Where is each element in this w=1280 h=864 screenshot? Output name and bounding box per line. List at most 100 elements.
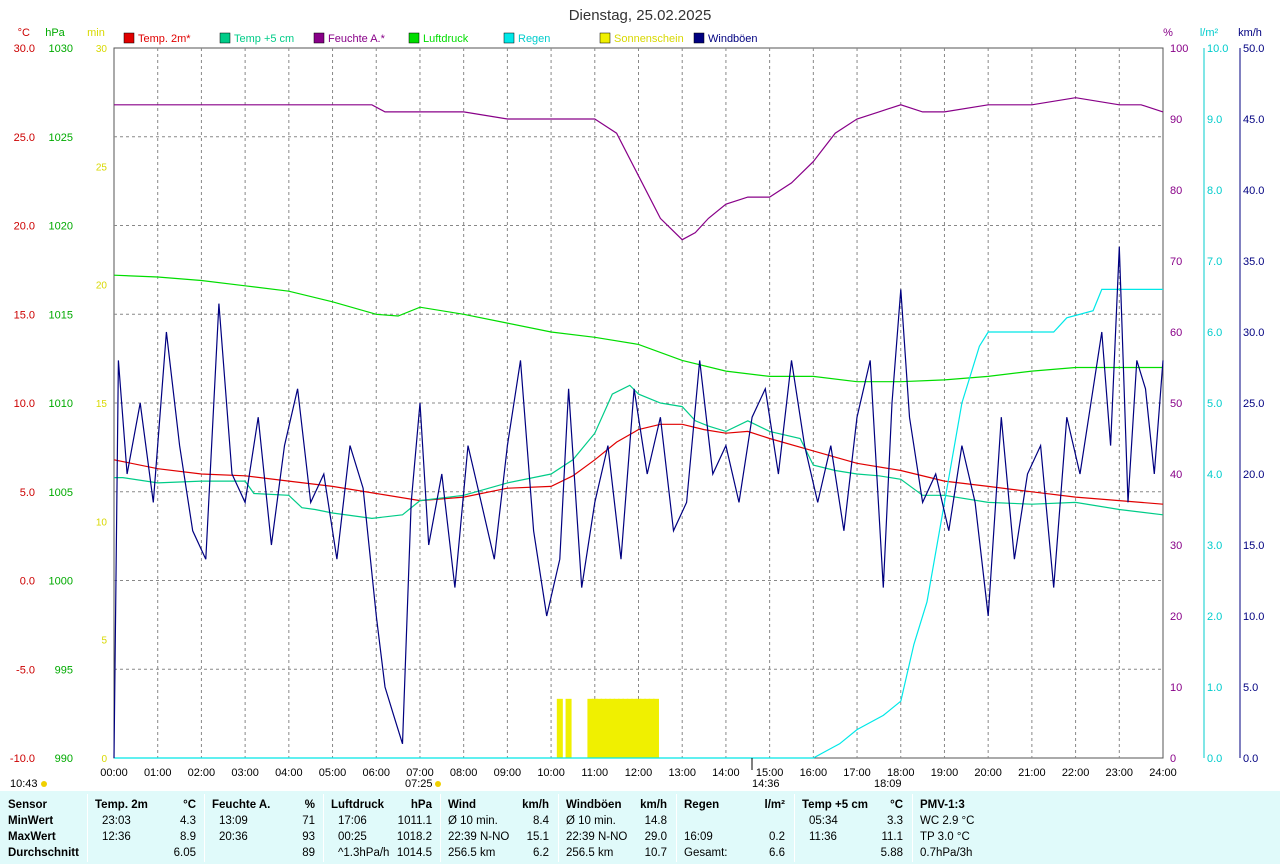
stats-cell-label: Ø 10 min.	[448, 815, 498, 827]
stats-cell-value: 6.6	[769, 847, 785, 859]
stats-cell-value: 6.2	[533, 847, 549, 859]
axis-unit-label: l/m²	[1200, 27, 1219, 39]
wind-tick-label: 50.0	[1243, 43, 1264, 55]
legend: Temp. 2m* Temp +5 cm Feuchte A.* Luftdruck R…	[123, 32, 758, 45]
stats-cell-value: 3.3	[887, 815, 903, 827]
stats-column-header: Wind	[448, 799, 476, 811]
sunshine-bar	[556, 698, 563, 758]
sun-tick-label: 0	[101, 754, 107, 765]
rain-tick-label: 9.0	[1207, 114, 1222, 126]
temp-tick-label: 15.0	[14, 309, 35, 321]
humidity-tick-label: 30	[1170, 540, 1182, 552]
humidity-tick-label: 100	[1170, 43, 1188, 55]
stats-cell-label: WC 2.9 °C	[920, 815, 975, 827]
time-tick-label: 23:00	[1106, 767, 1134, 779]
time-tick-label: 11:00	[581, 767, 608, 779]
stats-column-unit: %	[304, 799, 315, 811]
sun-icon	[41, 781, 47, 787]
time-tick-label: 19:00	[931, 767, 959, 779]
sunrise-icon	[435, 781, 441, 787]
sunshine-bar	[600, 698, 607, 758]
stats-column: Temp +5 cm °C 05:34 3.3 11:36 11.1 5.88	[794, 791, 909, 864]
time-tick-label: 08:00	[450, 767, 478, 779]
wind-tick-label: 10.0	[1243, 611, 1264, 623]
legend-swatch	[313, 32, 325, 44]
stats-cell-value: 93	[302, 831, 315, 843]
rain-tick-label: 5.0	[1207, 398, 1222, 410]
column-divider	[323, 794, 324, 862]
humidity-tick-label: 70	[1170, 256, 1182, 268]
legend-label: Feuchte A.*	[328, 33, 386, 45]
column-divider	[558, 794, 559, 862]
sun-tick-label: 25	[96, 162, 108, 173]
time-markers: 10:43 07:25 14:36 18:09	[10, 758, 902, 790]
stats-column: Luftdruck hPa 17:06 1011.1 00:25 1018.2 ^1.3hP…	[323, 791, 438, 864]
axis-unit-label: °C	[18, 27, 30, 39]
axis-unit-label: hPa	[45, 27, 65, 39]
wind-tick-label: 30.0	[1243, 327, 1264, 339]
wind-tick-label: 0.0	[1243, 753, 1258, 765]
grid	[114, 48, 1163, 758]
stats-column: Regen l/m² 16:09 0.2 Gesamt: 6.6	[676, 791, 791, 864]
pressure-tick-label: 1015	[49, 309, 73, 321]
time-tick-label: 22:00	[1062, 767, 1090, 779]
chart-title: Dienstag, 25.02.2025	[569, 7, 712, 24]
legend-swatch	[408, 32, 420, 44]
stats-cell-label: 20:36	[219, 831, 248, 843]
sunshine-bar	[631, 698, 638, 758]
temp-tick-label: -5.0	[16, 664, 35, 676]
stats-column: Windböen km/h Ø 10 min. 14.8 22:39 N-NO 29.0 2…	[558, 791, 673, 864]
stats-cell-label: 11:36	[809, 831, 837, 843]
stats-cell-label: 23:03	[102, 815, 131, 827]
rain-tick-label: 6.0	[1207, 327, 1222, 339]
sunshine-bar	[591, 698, 598, 758]
noon-label: 14:36	[752, 778, 780, 790]
temp-tick-label: 30.0	[14, 43, 35, 55]
legend-swatch	[219, 32, 231, 44]
stats-column-unit: °C	[183, 799, 196, 811]
stats-column-unit: °C	[890, 799, 903, 811]
legend-label: Regen	[518, 33, 550, 45]
stats-cell-label: Ø 10 min.	[566, 815, 616, 827]
row-label-avg: Durchschnitt	[8, 847, 79, 859]
stats-cell-label: 256.5 km	[448, 847, 496, 859]
sunshine-bar	[613, 698, 620, 758]
stats-column-unit: l/m²	[764, 799, 785, 811]
stats-column-header: Windböen	[566, 799, 622, 811]
stats-column: PMV-1:3 WC 2.9 °C TP 3.0 °C 0.7hPa/3h	[912, 791, 1015, 864]
sunshine-bar	[648, 698, 655, 758]
sunshine-bar	[604, 698, 611, 758]
time-tick-label: 13:00	[668, 767, 696, 779]
time-tick-label: 06:00	[362, 767, 390, 779]
axis-unit-label: km/h	[1238, 27, 1262, 39]
pressure-tick-label: 990	[55, 753, 73, 765]
humidity-tick-label: 60	[1170, 327, 1182, 339]
time-tick-label: 04:00	[275, 767, 303, 779]
pressure-tick-label: 1030	[49, 43, 73, 55]
wind-tick-label: 20.0	[1243, 469, 1264, 481]
rain-tick-label: 3.0	[1207, 540, 1222, 552]
stats-column-header: Temp. 2m	[95, 799, 148, 811]
stats-cell-value: 15.1	[526, 831, 549, 843]
column-divider	[794, 794, 795, 862]
wind-tick-label: 25.0	[1243, 398, 1264, 410]
stats-cell-value: 6.05	[173, 847, 196, 859]
time-tick-label: 02:00	[188, 767, 216, 779]
rain-tick-label: 7.0	[1207, 256, 1222, 268]
legend-label: Sonnenschein	[614, 33, 684, 45]
stats-cell-value: 8.9	[180, 831, 196, 843]
sensor-column: Sensor MinWert MaxWert Durchschnitt	[8, 791, 88, 864]
time-tick-label: 10:00	[537, 767, 565, 779]
legend-label: Luftdruck	[423, 33, 469, 45]
stats-cell-label: 17:06	[338, 815, 367, 827]
sunrise-label: 07:25	[405, 778, 433, 790]
wind-tick-label: 5.0	[1243, 682, 1258, 694]
sunshine-bar	[626, 698, 633, 758]
sunshine-bar	[565, 698, 572, 758]
time-tick-label: 24:00	[1149, 767, 1177, 779]
stats-cell-label: 16:09	[684, 831, 713, 843]
rain-tick-label: 8.0	[1207, 185, 1222, 197]
stats-cell-label: 00:25	[338, 831, 367, 843]
stats-cell-value: 8.4	[533, 815, 549, 827]
stats-cell-value: 0.2	[769, 831, 785, 843]
